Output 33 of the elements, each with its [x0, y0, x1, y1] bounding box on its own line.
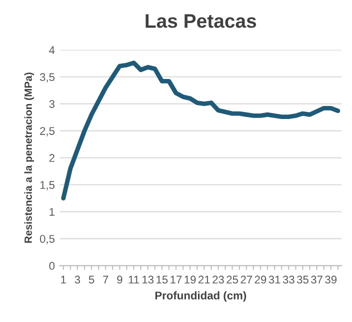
y-tick-label: 2 — [49, 154, 54, 162]
x-tick-label: 33 — [282, 276, 294, 284]
line-series — [61, 60, 340, 200]
x-tick-label: 27 — [240, 276, 252, 284]
x-tick-label: 37 — [311, 276, 322, 284]
y-tick-label: 4 — [49, 46, 55, 54]
y-axis-title: Resistencia a la penetracion (MPa) — [24, 72, 34, 243]
x-axis-title: Profundidad (cm) — [155, 291, 246, 302]
x-tick-label: 1 — [61, 276, 66, 284]
y-tick-label: 1,5 — [40, 181, 55, 190]
x-tick-label: 21 — [198, 276, 210, 284]
chart-title: Las Petacas — [146, 14, 256, 28]
x-tick-label: 29 — [254, 276, 266, 284]
x-tick-label: 15 — [156, 276, 168, 284]
x-tick-label: 5 — [88, 276, 94, 284]
x-tick-label: 3 — [74, 276, 80, 284]
x-tick-label: 17 — [170, 276, 182, 284]
x-tick-label: 7 — [103, 276, 108, 284]
y-tick-label: 2,5 — [40, 127, 55, 136]
x-tick-label: 9 — [117, 276, 122, 284]
x-tick-label: 13 — [142, 276, 154, 284]
y-tick-label: 3,5 — [40, 73, 55, 82]
x-tick-label: 23 — [212, 276, 224, 284]
y-tick-label: 1 — [50, 208, 54, 216]
x-tick-label: 25 — [226, 276, 238, 284]
x-tick-label: 35 — [296, 276, 308, 284]
x-tick-label: 39 — [325, 276, 337, 284]
x-tick-label: 19 — [184, 276, 196, 284]
y-tick-label: 0,5 — [40, 234, 55, 244]
y-tick-label: 0 — [49, 262, 55, 270]
x-tick-label: 11 — [128, 276, 139, 284]
y-tick-label: 3 — [49, 100, 54, 108]
x-tick-label: 31 — [268, 276, 280, 284]
